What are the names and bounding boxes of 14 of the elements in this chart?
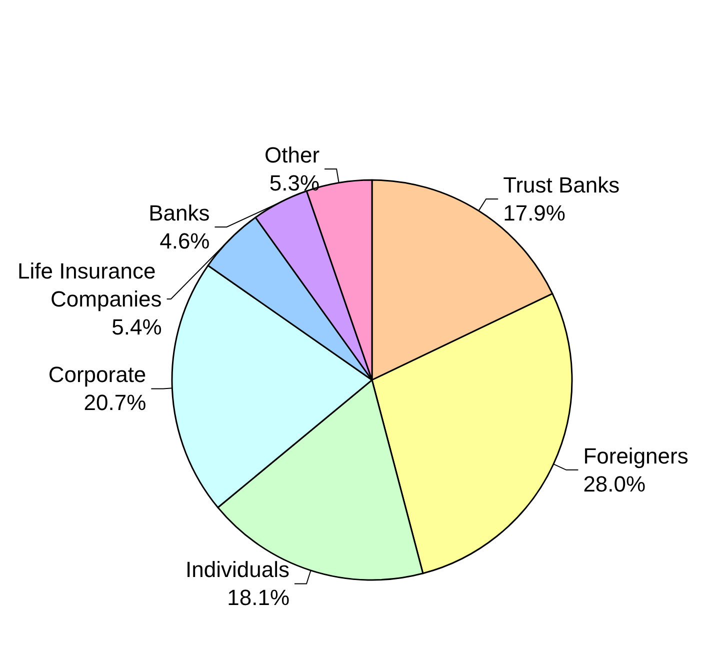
data-label: 20.7% [84, 390, 146, 416]
data-label: 5.3% [269, 170, 320, 196]
slice-label: Other [264, 142, 320, 168]
data-label: 5.4% [112, 314, 162, 340]
slice-label: Life Insurance Companies [17, 258, 162, 312]
data-label: 17.9% [503, 200, 566, 226]
slice-label: Corporate [48, 362, 146, 388]
slice-label: Banks [148, 200, 210, 226]
slice-label: Foreigners [583, 443, 688, 468]
slice-label: Trust Banks [503, 172, 620, 198]
data-label: 4.6% [160, 228, 210, 254]
data-label: 18.1% [227, 585, 290, 610]
data-label: 28.0% [583, 471, 646, 496]
slice-label: Individuals [186, 557, 290, 582]
